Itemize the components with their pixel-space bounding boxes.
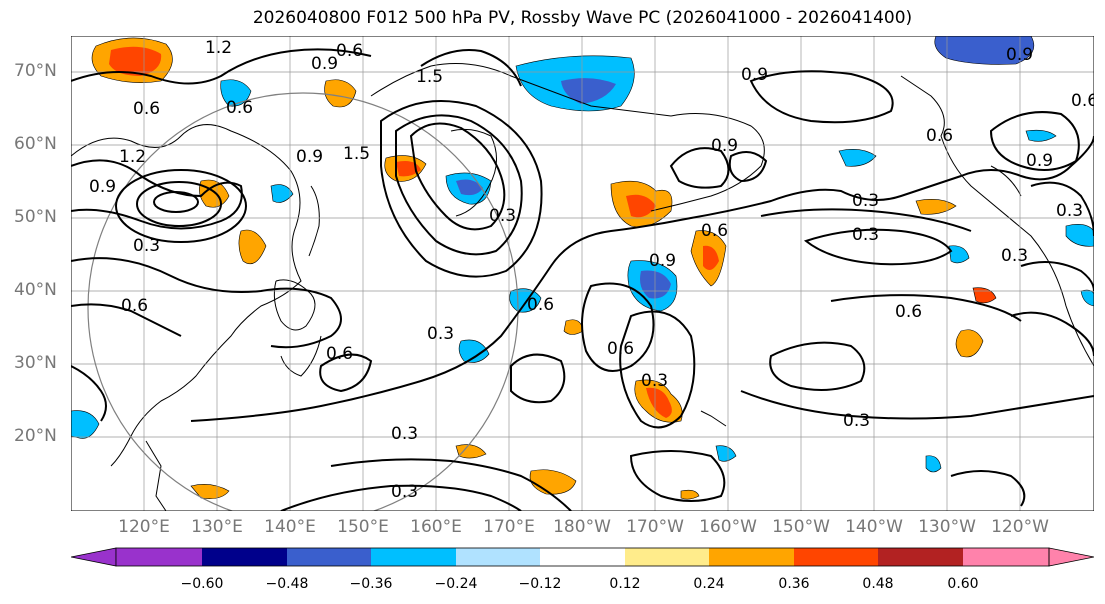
colorbar-segment [963, 548, 1049, 566]
contour-label: 0.6 [926, 126, 953, 146]
colorbar-segment [202, 548, 287, 566]
contour-label: 1.5 [416, 67, 443, 87]
colorbar-tick-label: −0.24 [434, 576, 478, 592]
lon-label-180w: 180°W [553, 517, 611, 537]
pv-anomaly-shading [71, 36, 1094, 500]
colorbar-segment [794, 548, 878, 566]
contour-label: 0.6 [527, 295, 554, 315]
contour-label: 0.3 [1056, 201, 1083, 221]
map-title: 2026040800 F012 500 hPa PV, Rossby Wave … [252, 8, 913, 28]
contour-label: 0.9 [649, 251, 676, 271]
graticule [71, 36, 1094, 511]
contour-label: 0.6 [1071, 91, 1094, 111]
pv-contours [71, 48, 1094, 511]
lon-label-150e: 150°E [337, 517, 389, 537]
contour-label: 0.9 [741, 65, 768, 85]
lat-label-20n: 20°N [14, 426, 57, 446]
colorbar-tick-label: 0.48 [862, 576, 894, 592]
contour-label: 0.3 [843, 411, 870, 431]
contour-label: 0.6 [226, 98, 253, 118]
lon-label-160w: 160°W [699, 517, 757, 537]
pv-map: 1.2 0.6 0.9 1.5 0.6 1.2 0.9 0.3 0.6 0.9 … [71, 36, 1094, 511]
lon-label-170e: 170°E [483, 517, 535, 537]
colorbar-segment [116, 548, 202, 566]
lon-label-140e: 140°E [264, 517, 316, 537]
contour-label: 1.5 [343, 144, 370, 164]
colorbar-tick-label: −0.12 [518, 576, 562, 592]
contour-label: 0.6 [607, 339, 634, 359]
contour-label: 0.6 [701, 221, 728, 241]
contour-label: 0.9 [711, 136, 738, 156]
colorbar-tick-label: −0.36 [349, 576, 393, 592]
lon-label-130w: 130°W [918, 517, 976, 537]
lon-label-140w: 140°W [845, 517, 903, 537]
lon-label-150w: 150°W [772, 517, 830, 537]
contour-label: 0.9 [1026, 151, 1053, 171]
contour-label: 0.6 [895, 302, 922, 322]
lat-label-40n: 40°N [14, 280, 57, 300]
lon-label-160e: 160°E [410, 517, 462, 537]
contour-labels: 1.2 0.6 0.9 1.5 0.6 1.2 0.9 0.3 0.6 0.9 … [89, 38, 1094, 502]
contour-label: 0.9 [311, 54, 338, 74]
contour-label: 0.9 [296, 147, 323, 167]
colorbar-segment [878, 548, 963, 566]
contour-label: 0.3 [391, 482, 418, 502]
colorbar-tick-label: 0.24 [693, 576, 725, 592]
contour-label: 0.3 [641, 371, 668, 391]
colorbar-tick-label: 0.60 [947, 576, 979, 592]
lat-label-30n: 30°N [14, 353, 57, 373]
contour-label: 0.9 [1006, 45, 1033, 65]
contour-label: 0.3 [1001, 246, 1028, 266]
contour-label: 0.6 [336, 41, 363, 61]
contour-label: 1.2 [205, 38, 232, 58]
colorbar-tick-label: −0.60 [180, 576, 224, 592]
lon-label-120w: 120°W [991, 517, 1049, 537]
colorbar-tick-label: 0.12 [609, 576, 641, 592]
contour-label: 1.2 [119, 147, 146, 167]
contour-label: 0.3 [133, 236, 160, 256]
lon-label-120e: 120°E [118, 517, 170, 537]
contour-label: 0.3 [391, 424, 418, 444]
contour-label: 0.3 [427, 324, 454, 344]
colorbar-segment [540, 548, 625, 566]
lat-label-50n: 50°N [14, 207, 57, 227]
colorbar-segment [456, 548, 540, 566]
colorbar-segment [625, 548, 709, 566]
colorbar [71, 547, 1094, 567]
colorbar-segment [709, 548, 794, 566]
lon-label-170w: 170°W [626, 517, 684, 537]
lat-label-70n: 70°N [14, 61, 57, 81]
colorbar-segment [371, 548, 456, 566]
contour-label: 0.3 [852, 225, 879, 245]
contour-label: 0.6 [121, 296, 148, 316]
colorbar-segment [287, 548, 371, 566]
colorbar-extend-high [1048, 547, 1094, 567]
contour-label: 0.3 [489, 206, 516, 226]
contour-label: 0.6 [326, 344, 353, 364]
influence-circle [87, 92, 519, 511]
contour-label: 0.9 [89, 177, 116, 197]
contour-label: 0.3 [852, 191, 879, 211]
colorbar-tick-label: 0.36 [778, 576, 810, 592]
colorbar-tick-label: −0.48 [265, 576, 309, 592]
contour-label: 0.6 [133, 99, 160, 119]
colorbar-extend-low [71, 547, 117, 567]
lat-label-60n: 60°N [14, 134, 57, 154]
lon-label-130e: 130°E [191, 517, 243, 537]
